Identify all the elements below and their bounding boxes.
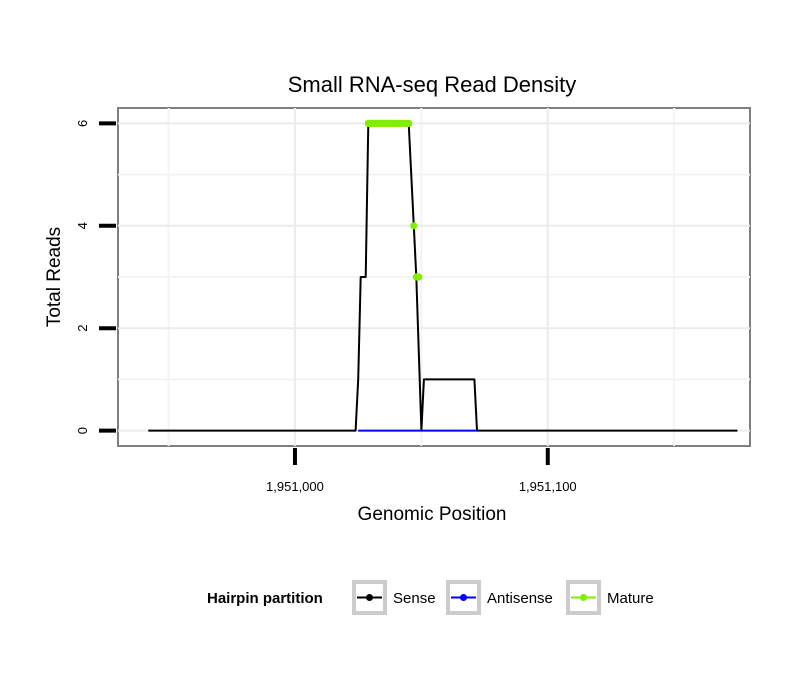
legend: Hairpin partition Sense Antisense Mature: [207, 580, 654, 615]
x-axis-title: Genomic Position: [358, 504, 507, 525]
y-tick-label-1: 2: [75, 325, 90, 332]
point-mature-17: [410, 222, 418, 230]
y-axis-title: Total Reads: [44, 227, 65, 327]
y-tick-label-3: 6: [75, 120, 90, 127]
legend-label-sense: Sense: [393, 590, 436, 607]
legend-label-mature: Mature: [607, 590, 654, 607]
axes: 1,951,000 1,951,100 0 2 4 6: [75, 120, 577, 494]
legend-key-antisense-point: [460, 594, 467, 601]
series-line-sense: [148, 122, 738, 432]
x-tick-label-0: 1,951,000: [266, 479, 324, 494]
y-tick-label-0: 0: [75, 427, 90, 434]
y-tick-label-2: 4: [75, 222, 90, 229]
chart-title: Small RNA-seq Read Density: [288, 72, 577, 97]
data-series: [148, 119, 738, 432]
legend-key-mature-point: [580, 594, 587, 601]
x-tick-label-1: 1,951,100: [519, 479, 577, 494]
point-mature-16: [405, 119, 413, 127]
legend-key-sense-point: [366, 594, 373, 601]
point-mature-19: [415, 273, 423, 281]
legend-title: Hairpin partition: [207, 590, 323, 607]
legend-label-antisense: Antisense: [487, 590, 553, 607]
